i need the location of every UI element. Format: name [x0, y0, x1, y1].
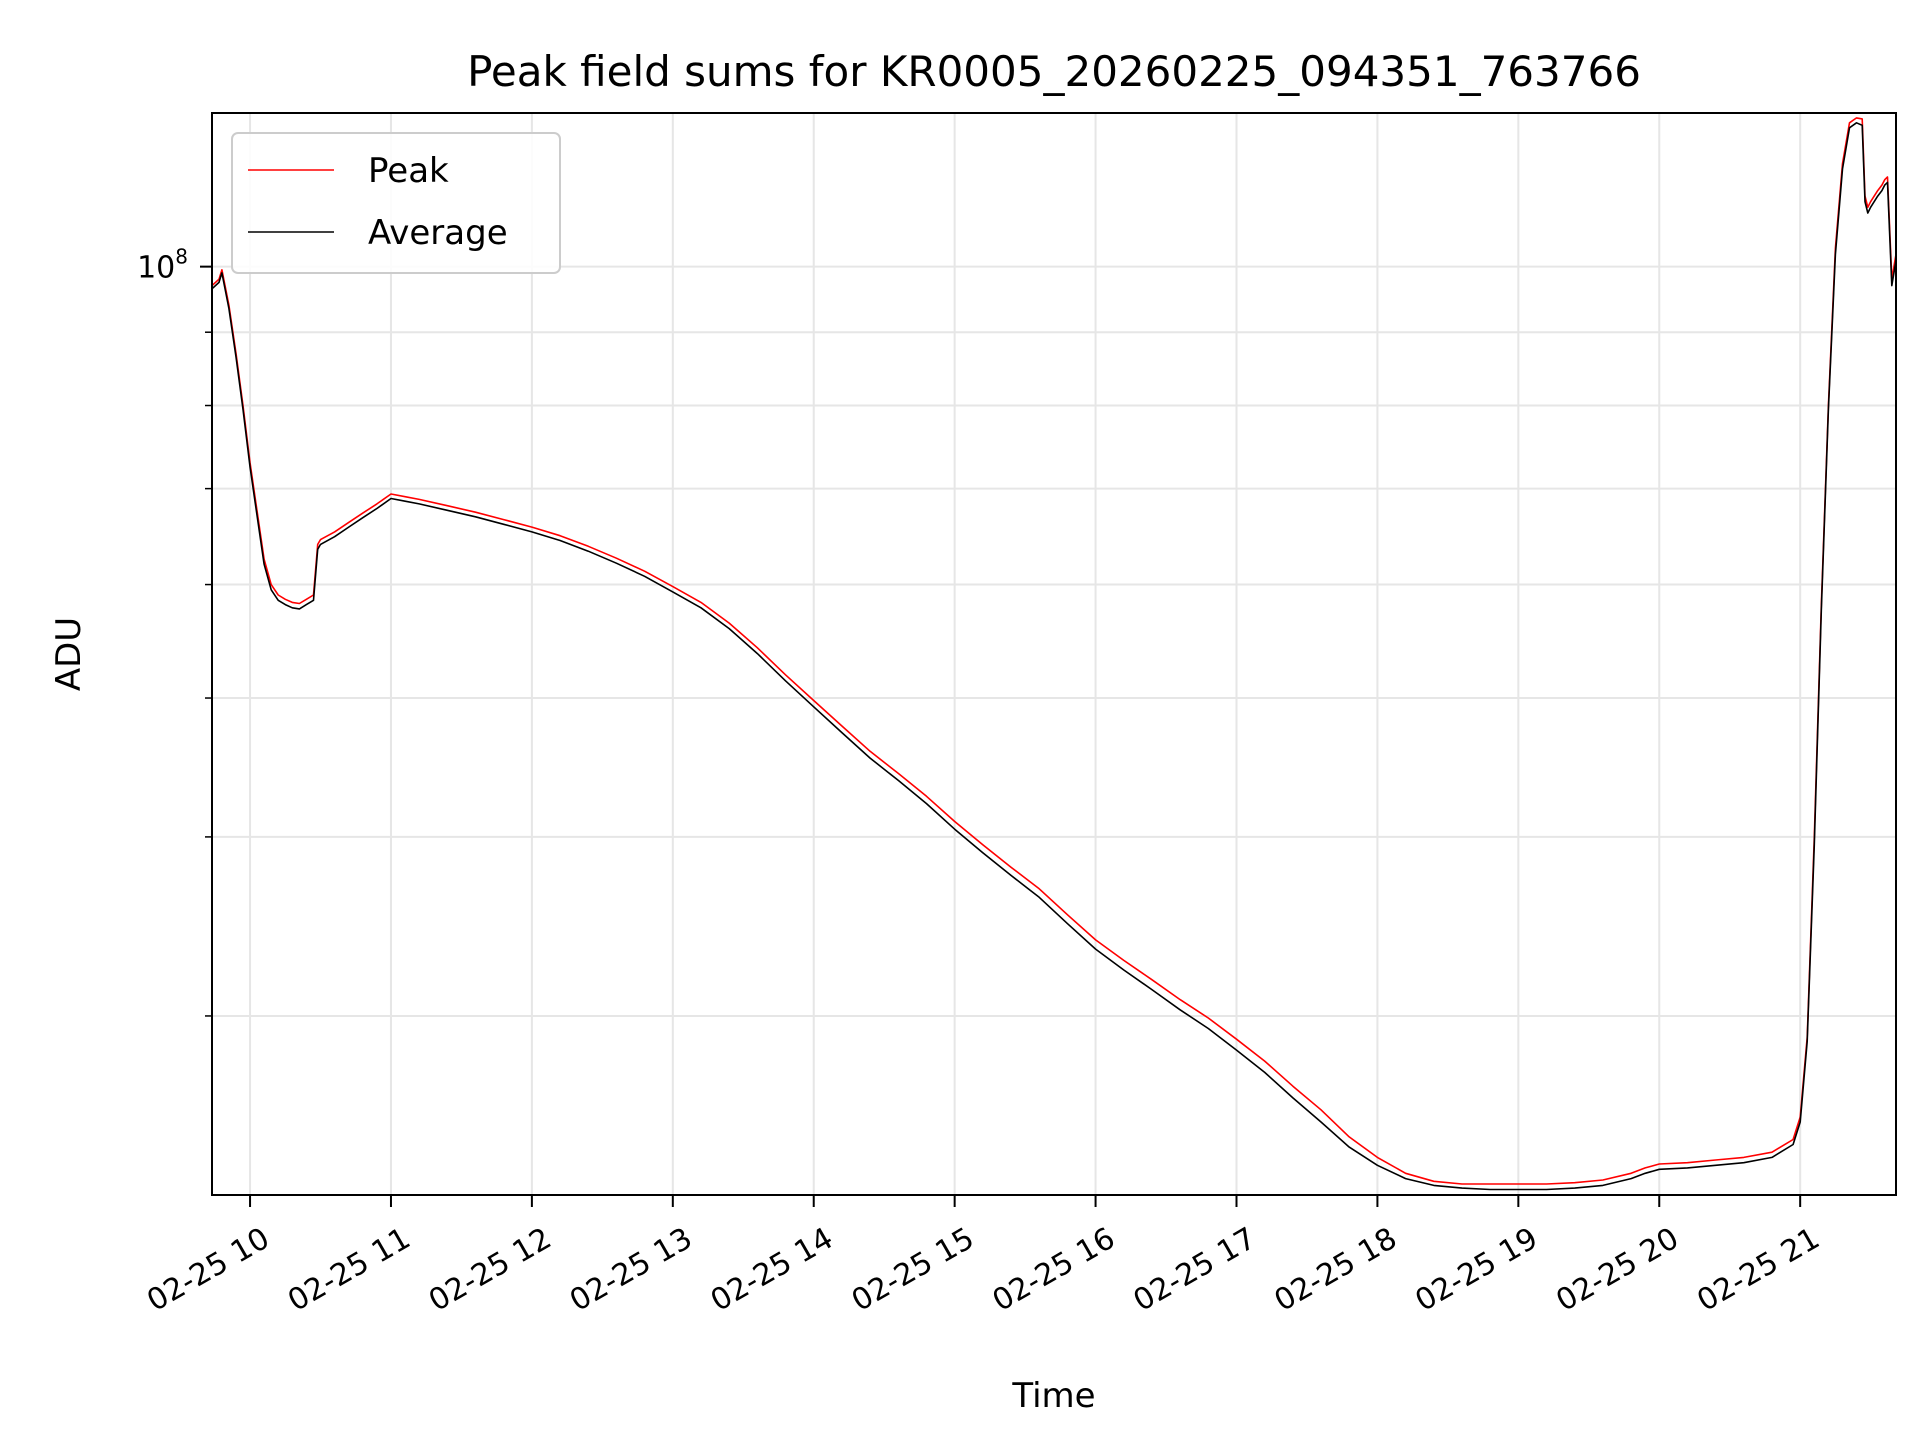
x-axis-label: Time	[1011, 1376, 1095, 1416]
y-tick-label-major: 108	[137, 245, 188, 286]
chart-title: Peak field sums for KR0005_20260225_0943…	[467, 47, 1641, 96]
y-axis-label: ADU	[49, 617, 89, 691]
legend: Peak Average	[231, 132, 561, 274]
y-tick-label-base: 10	[137, 251, 175, 286]
series-layer	[211, 117, 1897, 1191]
legend-box	[231, 132, 561, 274]
legend-label-peak: Peak	[368, 151, 449, 191]
grid-layer	[212, 113, 1896, 1195]
plot-area-frame	[211, 112, 1897, 1196]
y-tick-label-exponent: 8	[175, 245, 188, 269]
legend-label-average: Average	[368, 213, 508, 253]
series-line-average	[211, 122, 1897, 1191]
y-axis: 108	[137, 245, 212, 1017]
